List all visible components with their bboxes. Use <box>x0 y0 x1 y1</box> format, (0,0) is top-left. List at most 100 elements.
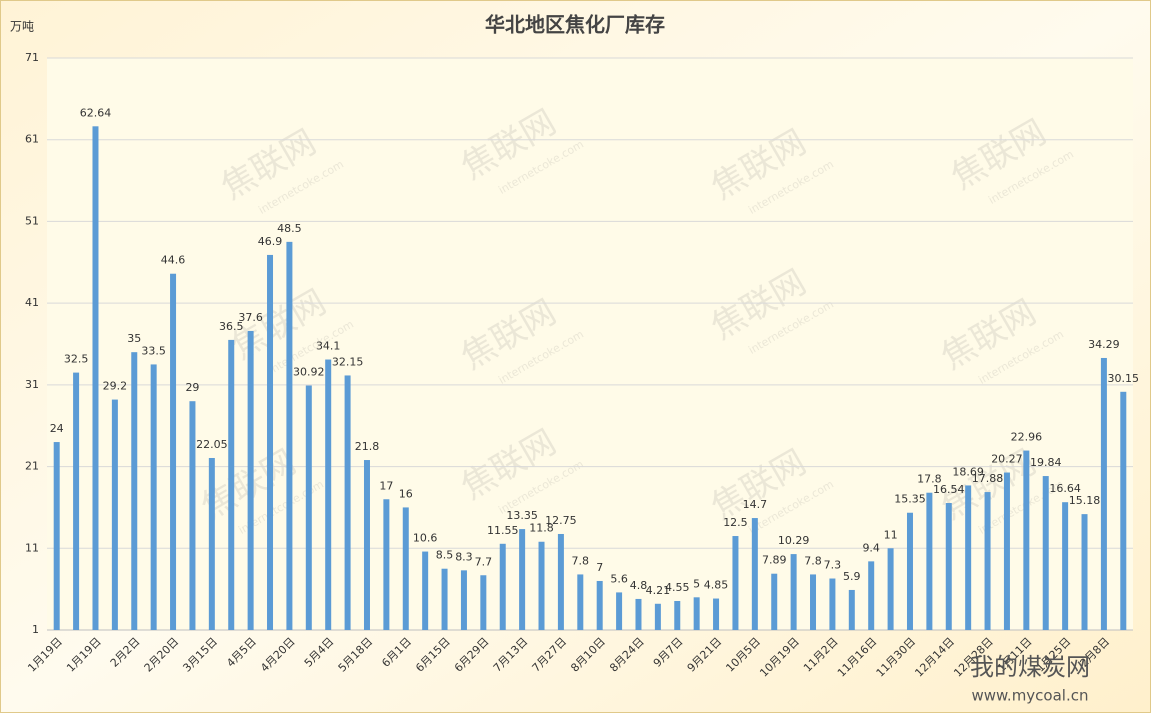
bar <box>402 507 409 630</box>
logo-url: www.mycoal.cn <box>972 687 1089 705</box>
value-label: 29 <box>185 381 199 394</box>
bar <box>829 578 836 630</box>
value-label: 19.84 <box>1030 456 1062 469</box>
value-label: 4.55 <box>665 581 690 594</box>
value-label: 18.69 <box>952 465 984 478</box>
bar <box>189 401 196 630</box>
bar <box>150 364 157 630</box>
bar <box>1023 450 1030 630</box>
bar <box>228 339 235 630</box>
bar <box>906 512 913 630</box>
value-label: 8.5 <box>436 549 454 562</box>
bar <box>674 600 681 630</box>
bar <box>557 533 564 630</box>
bar <box>460 570 467 630</box>
value-label: 36.5 <box>219 320 244 333</box>
bar <box>965 485 972 630</box>
chart-title: 华北地区焦化厂库存 <box>485 13 665 37</box>
value-label: 34.29 <box>1088 338 1120 351</box>
value-label: 8.3 <box>455 550 473 563</box>
value-label: 14.7 <box>743 498 768 511</box>
y-tick-label: 71 <box>25 51 39 64</box>
value-label: 10.6 <box>413 532 438 545</box>
bar <box>693 597 700 630</box>
bar <box>499 543 506 630</box>
value-label: 17.88 <box>972 472 1004 485</box>
value-label: 34.1 <box>316 340 341 353</box>
value-label: 33.5 <box>141 344 166 357</box>
value-label: 7.7 <box>475 555 493 568</box>
bar <box>616 592 623 630</box>
y-tick-label: 1 <box>32 623 39 636</box>
value-label: 62.64 <box>80 106 112 119</box>
bar <box>577 574 584 630</box>
bar <box>868 561 875 630</box>
value-label: 13.35 <box>506 509 538 522</box>
bar <box>111 399 118 630</box>
bar <box>53 442 60 630</box>
value-label: 7.89 <box>762 554 787 567</box>
value-label: 12.5 <box>723 516 748 529</box>
value-label: 17 <box>379 479 393 492</box>
bar <box>1062 502 1069 630</box>
value-label: 21.8 <box>355 440 380 453</box>
value-label: 7.8 <box>572 554 590 567</box>
value-label: 37.6 <box>238 311 263 324</box>
value-label: 15.18 <box>1069 494 1101 507</box>
logo-name: 我的煤炭网 <box>970 653 1090 681</box>
bar <box>538 541 545 630</box>
value-label: 30.92 <box>293 366 325 379</box>
bar <box>305 385 312 630</box>
value-label: 7.8 <box>804 554 822 567</box>
bar <box>383 499 390 630</box>
value-label: 30.15 <box>1108 372 1140 385</box>
bar <box>344 375 351 630</box>
bar <box>1042 476 1049 630</box>
bar <box>654 603 661 630</box>
bar <box>480 575 487 630</box>
value-label: 7.3 <box>824 559 842 572</box>
value-label: 29.2 <box>103 380 128 393</box>
plot-area <box>47 58 1133 630</box>
bar <box>1100 357 1107 630</box>
y-tick-label: 41 <box>25 296 39 309</box>
value-label: 46.9 <box>258 235 283 248</box>
value-label: 10.29 <box>778 534 810 547</box>
bar <box>170 273 177 630</box>
bar <box>363 460 370 630</box>
bar <box>848 589 855 630</box>
bar <box>887 548 894 630</box>
value-label: 24 <box>50 422 64 435</box>
bar <box>325 359 332 630</box>
value-label: 16 <box>399 487 413 500</box>
bar <box>1003 472 1010 630</box>
value-label: 7 <box>596 561 603 574</box>
bar <box>131 352 138 630</box>
value-label: 4.21 <box>646 584 671 597</box>
bar <box>92 126 99 630</box>
bar <box>810 574 817 630</box>
value-label: 15.35 <box>894 493 926 506</box>
value-label: 16.64 <box>1049 482 1081 495</box>
y-tick-label: 51 <box>25 214 39 227</box>
value-label: 11 <box>884 528 898 541</box>
bar <box>247 330 254 630</box>
bar <box>926 492 933 630</box>
value-label: 12.75 <box>545 514 577 527</box>
value-label: 32.5 <box>64 353 89 366</box>
bar <box>1081 514 1088 630</box>
value-label: 5 <box>693 577 700 590</box>
bar <box>596 580 603 630</box>
value-label: 20.27 <box>991 453 1023 466</box>
bar <box>790 554 797 630</box>
value-label: 16.54 <box>933 483 965 496</box>
value-label: 11.8 <box>529 522 554 535</box>
value-label: 5.9 <box>843 570 861 583</box>
value-label: 35 <box>127 332 141 345</box>
bar <box>751 518 758 630</box>
value-label: 4.85 <box>704 579 729 592</box>
bar <box>635 598 642 630</box>
value-label: 17.8 <box>917 473 942 486</box>
bar <box>713 598 720 630</box>
